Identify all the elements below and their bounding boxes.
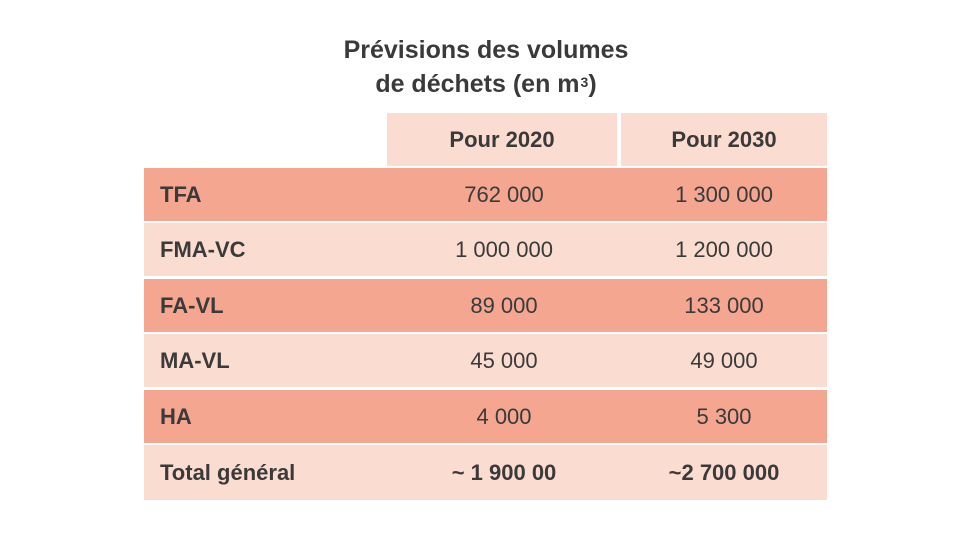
total-value-2020: ~ 1 900 00 (387, 445, 621, 500)
total-value-2030: ~2 700 000 (621, 445, 827, 500)
title-closing: ) (588, 70, 597, 98)
cell-value-2030: 1 300 000 (621, 168, 827, 221)
column-header-2030: Pour 2030 (621, 113, 827, 166)
cell-value-2030: 49 000 (621, 334, 827, 387)
table-title-line-1: Prévisions des volumes (343, 36, 629, 64)
cell-value-2030: 5 300 (621, 390, 827, 443)
title-text: de déchets (en m (375, 70, 580, 98)
cell-value-2020: 45 000 (387, 334, 621, 387)
title-superscript: 3 (580, 74, 589, 90)
cell-value-2020: 4 000 (387, 390, 621, 443)
cell-value-2020: 89 000 (387, 279, 621, 332)
cell-value-2020: 762 000 (387, 168, 621, 221)
row-label: FA-VL (144, 279, 387, 332)
table-title-line-2: de déchets (en m3) (0, 66, 960, 102)
cell-value-2030: 1 200 000 (621, 223, 827, 276)
row-label: TFA (144, 168, 387, 221)
cell-value-2020: 1 000 000 (387, 223, 621, 276)
cell-value-2030: 133 000 (621, 279, 827, 332)
column-header-2020: Pour 2020 (387, 113, 617, 166)
row-label: HA (144, 390, 387, 443)
row-label: FMA-VC (144, 223, 387, 276)
total-row-label: Total général (144, 445, 387, 500)
row-label: MA-VL (144, 334, 387, 387)
